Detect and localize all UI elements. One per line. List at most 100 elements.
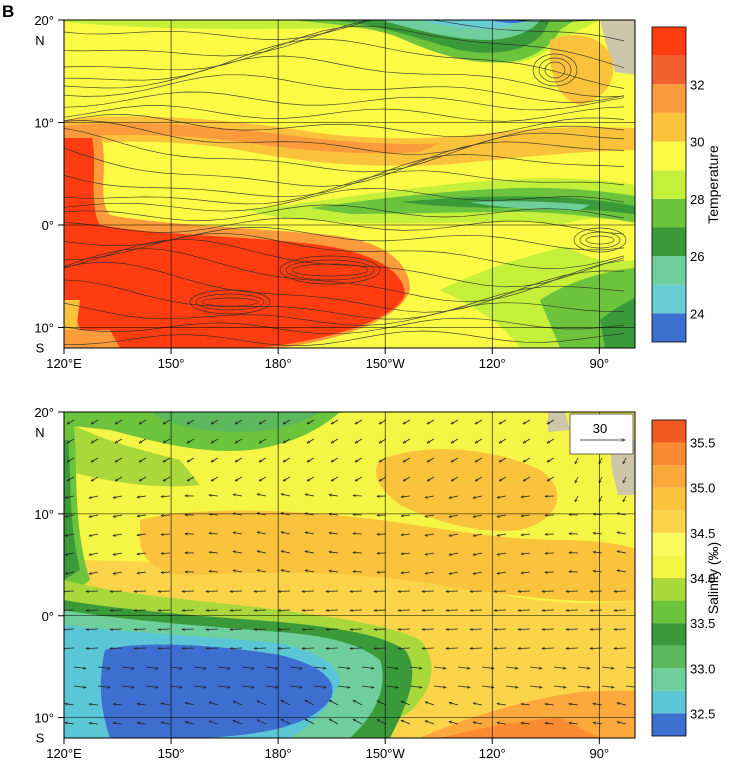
vector-arrow <box>449 722 459 725</box>
vector-arrow <box>379 476 387 482</box>
streamline <box>64 279 625 320</box>
vector-arrow <box>209 495 219 496</box>
vector-arrow <box>601 666 614 669</box>
vector-arrow <box>254 648 267 649</box>
vector-arrow <box>379 419 387 425</box>
vector-arrow <box>211 457 219 463</box>
vector-arrow <box>193 685 206 688</box>
vector-arrow <box>617 570 627 573</box>
vector-arrow <box>494 591 507 592</box>
streamline <box>64 20 625 57</box>
vector-arrow <box>139 419 147 425</box>
vector-arrow <box>355 419 363 425</box>
vector-arrow <box>403 419 411 425</box>
x-tick-label: 150° <box>158 356 185 371</box>
vector-arrow <box>254 610 267 611</box>
vector-arrow <box>622 457 627 464</box>
vector-arrow <box>67 476 75 482</box>
vector-arrow <box>494 629 507 630</box>
vector-arrow <box>497 533 507 536</box>
vector-arrow <box>427 419 435 425</box>
vector-arrow <box>169 685 182 688</box>
vector-arrow <box>110 648 123 649</box>
streamline <box>64 114 625 138</box>
vector-arrow <box>473 552 483 555</box>
vector-arrow <box>115 457 123 463</box>
salinity-colorbar: 32.5 33.0 33.5 34.0 34.5 35.0 35.5 Salinity (‰) <box>651 419 721 737</box>
vector-arrow <box>206 610 219 611</box>
vector-arrow <box>65 571 75 574</box>
streamline-eddy <box>189 289 271 315</box>
vector-arrow <box>518 629 531 630</box>
vector-arrow <box>374 610 387 611</box>
vector-arrow <box>614 610 627 611</box>
streamline <box>64 302 625 326</box>
vector-arrow <box>235 457 243 463</box>
vector-arrow <box>182 610 195 611</box>
vector-arrow <box>161 572 171 573</box>
streamline-eddy <box>544 61 566 79</box>
panel-letter: B <box>2 2 14 21</box>
vector-arrow <box>233 701 243 706</box>
vector-arrow <box>577 685 590 688</box>
streamline <box>64 74 625 103</box>
vector-arrow <box>331 476 339 482</box>
vector-arrow <box>518 610 531 611</box>
vector-arrow <box>73 666 86 669</box>
vector-arrow <box>374 629 387 630</box>
colorbar-swatch <box>652 600 686 624</box>
vector-arrow <box>473 722 483 725</box>
vector-arrow <box>353 534 363 535</box>
vector-arrow <box>265 685 278 688</box>
colorbar-swatch <box>652 532 686 556</box>
vector-arrow <box>593 571 603 572</box>
vector-arrow <box>401 553 411 554</box>
vector-arrow <box>121 685 134 688</box>
vector-arrow <box>470 591 483 592</box>
vector-arrow <box>97 685 110 688</box>
vector-arrow <box>305 551 315 554</box>
vector-arrow <box>281 494 291 497</box>
vector-arrow <box>86 591 99 592</box>
temperature-fill-sw-corner <box>64 300 80 330</box>
vector-arrow <box>233 720 243 725</box>
vector-arrow <box>523 438 531 444</box>
vector-arrow <box>206 591 219 592</box>
vector-arrow <box>65 514 75 517</box>
vector-arrow <box>350 629 363 630</box>
vector-arrow <box>187 419 195 425</box>
vector-arrow <box>259 438 267 444</box>
vector-arrow <box>518 648 531 649</box>
colorbar-swatch <box>652 555 686 578</box>
vector-arrow <box>257 719 267 725</box>
vector-arrow <box>230 610 243 611</box>
vector-arrow <box>529 666 542 669</box>
vector-arrow <box>593 704 603 706</box>
vector-arrow <box>497 514 507 517</box>
vector-arrow <box>521 515 531 516</box>
vector-arrow <box>209 552 219 553</box>
vector-arrow <box>449 533 459 536</box>
x-tick-label: 120° <box>479 746 506 761</box>
vector-arrow <box>475 457 483 463</box>
colorbar-tick-label: 33.0 <box>690 661 715 676</box>
vector-arrow <box>499 476 507 482</box>
colorbar-tick-label: 24 <box>690 306 704 321</box>
vector-arrow <box>617 722 627 725</box>
streamline-eddy <box>195 293 265 311</box>
vector-arrow <box>137 534 147 535</box>
vector-arrow <box>329 699 339 706</box>
vector-arrow <box>353 572 363 573</box>
x-tick-label: 90° <box>589 356 609 371</box>
vector-arrow <box>398 610 411 611</box>
vector-arrow <box>137 496 147 497</box>
salinity-fill-north-patch <box>376 449 558 531</box>
vector-arrow <box>91 438 99 444</box>
colorbar-tick-label: 33.5 <box>690 616 715 631</box>
vector-arrow <box>230 648 243 649</box>
vector-arrow <box>422 591 435 592</box>
temperature-fill-10n-deep-orange <box>64 123 440 154</box>
vector-arrow <box>446 648 459 649</box>
vector-arrow <box>187 457 195 463</box>
